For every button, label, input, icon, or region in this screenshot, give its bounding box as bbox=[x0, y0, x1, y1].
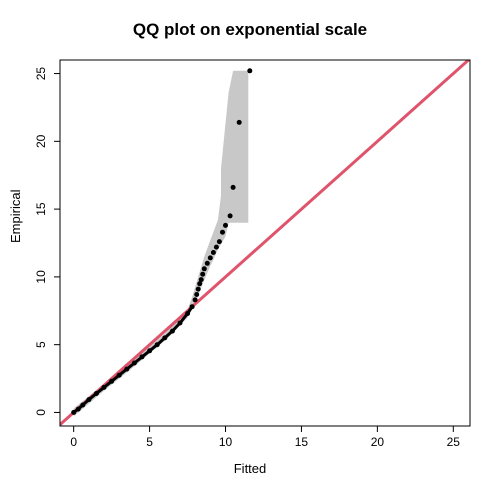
data-point bbox=[147, 348, 153, 354]
x-tick-label: 5 bbox=[146, 435, 153, 449]
x-axis: 0 5 10 15 20 25 bbox=[70, 426, 460, 449]
data-point bbox=[236, 119, 242, 125]
data-point bbox=[139, 354, 145, 360]
data-point bbox=[216, 239, 222, 245]
data-point bbox=[124, 366, 130, 372]
data-point bbox=[198, 277, 204, 283]
data-point bbox=[162, 335, 168, 341]
data-point bbox=[169, 328, 175, 334]
reference-line-layer bbox=[60, 60, 470, 426]
y-tick-label: 10 bbox=[34, 270, 48, 284]
plot-frame bbox=[59, 59, 471, 427]
data-point bbox=[210, 250, 216, 255]
x-tick-label: 20 bbox=[371, 435, 385, 449]
data-point bbox=[197, 281, 203, 287]
x-tick-label: 10 bbox=[219, 435, 233, 449]
x-tick-label: 15 bbox=[295, 435, 309, 449]
data-point bbox=[204, 260, 210, 266]
data-point bbox=[109, 378, 115, 384]
x-tick-label: 0 bbox=[70, 435, 77, 449]
data-point bbox=[192, 297, 198, 303]
data-point bbox=[131, 360, 137, 366]
data-point bbox=[230, 184, 236, 190]
data-point bbox=[189, 304, 195, 310]
data-point bbox=[247, 68, 253, 74]
data-point bbox=[223, 222, 228, 228]
data-point bbox=[227, 213, 233, 219]
data-point bbox=[116, 372, 122, 378]
data-points-layer bbox=[71, 68, 253, 415]
data-point bbox=[101, 384, 107, 390]
data-point bbox=[220, 229, 225, 235]
data-point bbox=[207, 255, 213, 261]
y-axis-label: Empirical bbox=[8, 189, 23, 243]
y-tick-label: 15 bbox=[34, 202, 48, 216]
data-point bbox=[71, 409, 77, 415]
y-axis: 0 5 10 15 20 25 bbox=[34, 67, 60, 416]
data-point bbox=[213, 244, 219, 250]
data-point bbox=[195, 286, 201, 292]
y-tick-label: 0 bbox=[34, 409, 48, 416]
data-point bbox=[86, 397, 92, 403]
chart-title: QQ plot on exponential scale bbox=[132, 20, 368, 39]
confidence-band bbox=[73, 70, 249, 417]
data-point bbox=[80, 402, 86, 408]
y-tick-label: 25 bbox=[34, 67, 48, 81]
y-tick-label: 20 bbox=[34, 134, 48, 148]
y-tick-label: 5 bbox=[34, 341, 48, 348]
confidence-band-layer bbox=[73, 70, 249, 417]
data-point bbox=[201, 266, 207, 272]
reference-line bbox=[60, 60, 470, 426]
data-point bbox=[75, 406, 81, 412]
data-point bbox=[200, 271, 206, 277]
data-point bbox=[154, 342, 160, 348]
x-tick-label: 25 bbox=[447, 435, 461, 449]
x-axis-label: Fitted bbox=[233, 461, 267, 476]
data-point bbox=[93, 391, 99, 396]
data-point bbox=[185, 311, 191, 316]
data-point bbox=[194, 292, 200, 297]
data-point bbox=[177, 320, 183, 326]
